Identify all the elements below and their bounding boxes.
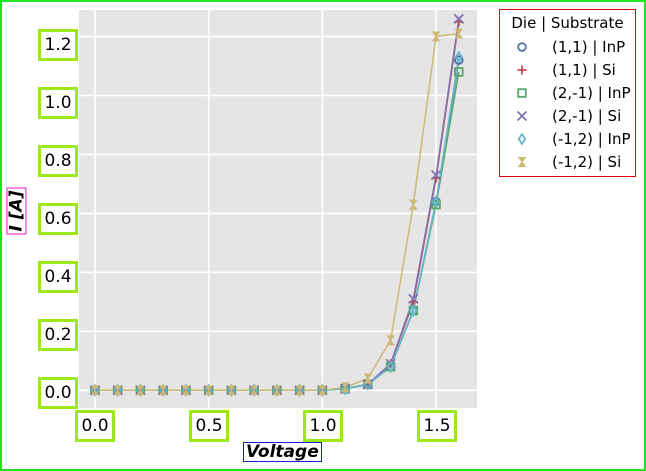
legend-title: Die | Substrate: [511, 14, 624, 32]
x-tick-label: 1.5: [417, 410, 457, 442]
y-tick-label: 0.2: [38, 319, 78, 351]
legend-entry: (2,-1) | InP: [500, 83, 635, 103]
y-axis-label: I [A]: [6, 187, 27, 235]
legend-marker-shape: [517, 157, 527, 167]
legend-marker: [517, 88, 527, 98]
legend-marker-shape: [517, 132, 527, 146]
x-tick-label: 0.0: [75, 410, 115, 442]
data-point: [181, 385, 191, 396]
data-point: [295, 385, 304, 396]
legend-entry: (2,-1) | Si: [500, 106, 635, 126]
legend-entry: (1,1) | Si: [500, 60, 635, 80]
x-tick-label: 0.5: [189, 410, 229, 442]
legend-entry: (1,1) | InP: [500, 37, 635, 57]
x-axis-label: Voltage: [243, 442, 322, 462]
legend-marker: [517, 42, 527, 52]
data-point: [90, 385, 100, 396]
data-point: [386, 335, 395, 346]
data-point: [454, 50, 464, 64]
legend-marker: [517, 132, 527, 146]
series-markers: [89, 13, 464, 397]
legend-label: (1,1) | InP: [552, 38, 626, 56]
legend-label: (2,-1) | Si: [552, 107, 622, 125]
data-point: [386, 360, 395, 374]
legend-label: (-1,2) | InP: [552, 130, 631, 148]
data-point: [158, 385, 168, 396]
data-point: [430, 169, 442, 181]
data-point: [431, 199, 441, 210]
legend-marker-shape: [517, 65, 527, 75]
data-point: [408, 199, 418, 210]
y-tick-label: 0.4: [38, 261, 78, 293]
data-point: [204, 385, 214, 396]
legend: Die | Substrate (1,1) | InP (1,1) | Si (…: [499, 9, 636, 177]
data-point: [362, 379, 373, 390]
y-tick-label: 1.2: [38, 29, 78, 61]
data-point: [249, 385, 259, 396]
legend-marker: [517, 65, 527, 75]
y-tick-label: 0.8: [38, 145, 78, 177]
legend-entry: (-1,2) | InP: [500, 129, 635, 149]
legend-marker: [516, 110, 528, 122]
data-point: [431, 195, 441, 209]
legend-marker-shape: [516, 110, 528, 122]
plot-background: [79, 10, 477, 408]
data-point: [363, 373, 373, 384]
legend-entry: (-1,2) | Si: [500, 152, 635, 172]
data-point: [340, 382, 350, 393]
y-tick-label: 0.6: [38, 203, 78, 235]
legend-label: (-1,2) | Si: [552, 153, 622, 171]
legend-label: (2,-1) | InP: [552, 84, 631, 102]
data-point: [409, 304, 418, 318]
legend-marker: [517, 157, 527, 167]
data-point: [408, 293, 419, 305]
data-point: [113, 385, 123, 396]
data-point: [136, 385, 145, 396]
x-tick-label: 1.0: [303, 410, 343, 442]
data-point: [340, 382, 350, 396]
data-point: [454, 55, 464, 65]
y-tick-label: 0.0: [38, 377, 78, 409]
data-point: [227, 385, 236, 396]
data-point: [272, 385, 282, 396]
data-point: [453, 13, 464, 24]
legend-marker-shape: [517, 42, 527, 52]
legend-marker-shape: [517, 88, 527, 98]
data-point: [454, 28, 464, 39]
data-point: [454, 67, 464, 77]
y-axis-label-wrap: I [A]: [3, 187, 30, 235]
legend-label: (1,1) | Si: [552, 61, 616, 79]
data-point: [317, 385, 327, 396]
y-tick-label: 1.0: [38, 87, 78, 119]
data-point: [431, 31, 441, 42]
